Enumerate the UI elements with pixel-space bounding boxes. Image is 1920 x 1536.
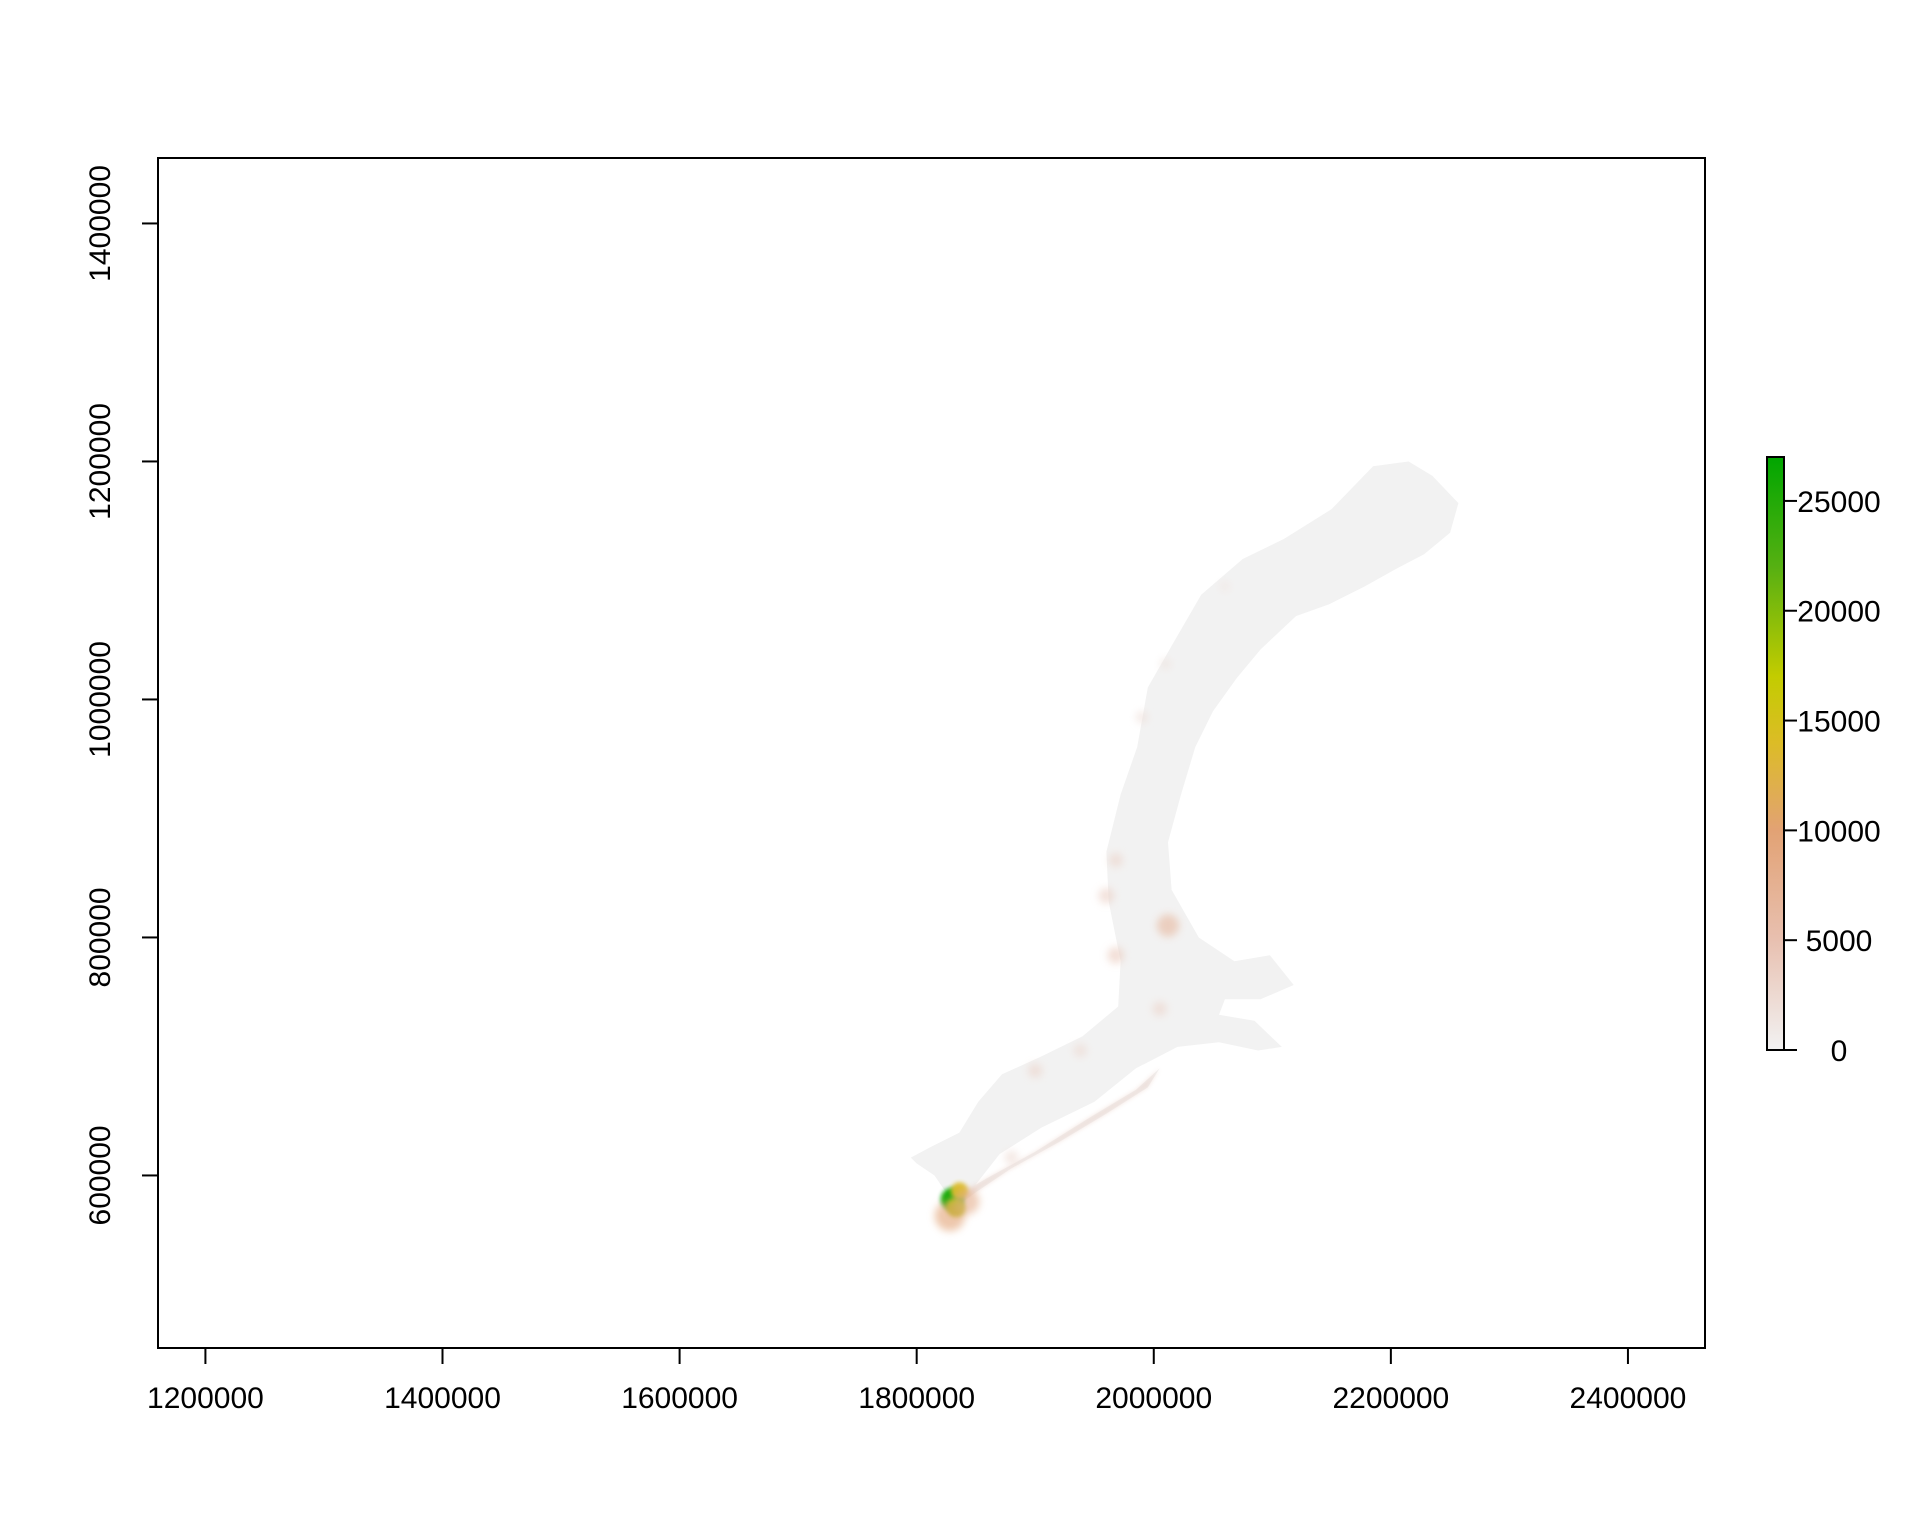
x-axis: 1200000 1400000 1600000 1800000 2000000 22000…	[147, 1347, 1687, 1415]
y-tick-label: 1200000	[84, 403, 117, 520]
colorbar-legend: 0 5000 10000 15000 20000 25000	[1766, 456, 1881, 1068]
colorbar-tick-label: 20000	[1797, 596, 1880, 629]
colorbar-tick-label: 5000	[1806, 925, 1873, 958]
x-tick-label: 2200000	[1332, 1382, 1449, 1415]
raster-hotspot-10	[1152, 1001, 1167, 1017]
colorbar-tick-label: 25000	[1797, 486, 1880, 519]
y-tick-label: 600000	[84, 1125, 117, 1225]
raster-hotspot-8	[1108, 852, 1124, 868]
colorbar-tick-label: 0	[1831, 1035, 1848, 1068]
x-tick-label: 1400000	[384, 1382, 501, 1415]
raster-island-tint	[954, 1068, 1160, 1206]
raster-hotspot-11	[1004, 1150, 1019, 1165]
raster-hotspot-14	[1159, 658, 1172, 670]
raster-region-mainland	[910, 461, 1459, 1202]
y-tick-label: 1400000	[84, 165, 117, 282]
colorbar-tick-label: 10000	[1797, 815, 1880, 848]
x-tick-label: 2000000	[1095, 1382, 1212, 1415]
x-tick-label: 1600000	[621, 1382, 738, 1415]
x-tick-label: 1200000	[147, 1382, 264, 1415]
y-tick-label: 800000	[84, 887, 117, 987]
x-tick-label: 1800000	[858, 1382, 975, 1415]
x-tick-label: 2400000	[1570, 1382, 1687, 1415]
y-tick-label: 1000000	[84, 641, 117, 758]
raster-hotspot-5	[1156, 914, 1180, 937]
raster-hotspot-13	[1135, 711, 1149, 724]
raster-layer	[910, 461, 1459, 1231]
raster-hotspot-7	[1098, 887, 1115, 904]
y-axis: 600000 800000 1000000 1200000 1400000	[84, 165, 159, 1226]
raster-hotspot-4	[953, 1188, 980, 1215]
raster-hotspot-6	[1107, 946, 1125, 964]
raster-hotspot-9	[1027, 1063, 1043, 1078]
raster-hotspot-12	[1073, 1043, 1088, 1058]
colorbar-tick-label: 15000	[1797, 706, 1880, 739]
raster-hotspot-15	[1219, 581, 1231, 592]
colorbar-ramp	[1766, 456, 1785, 1051]
